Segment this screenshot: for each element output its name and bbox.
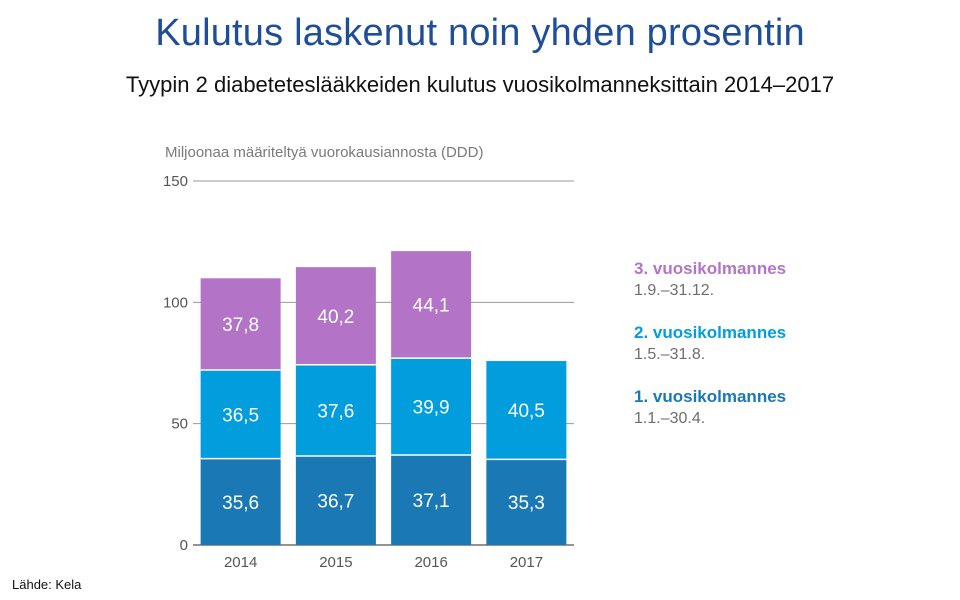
legend-item-first: 1. vuosikolmannes 1.1.–30.4. — [634, 386, 786, 430]
x-tick-label-2016: 2016 — [414, 554, 447, 571]
bar-segment-2014-3 — [200, 278, 281, 371]
data-label-2014-1: 35,6 — [222, 493, 259, 514]
legend-range-second: 1.5.–31.8. — [634, 346, 706, 363]
data-label-2015-2: 37,6 — [317, 401, 354, 422]
bar-segment-2016-2 — [391, 358, 472, 455]
bar-segment-2016-3 — [391, 251, 472, 359]
bar-segment-2017-2 — [486, 361, 567, 460]
legend-name-second: 2. vuosikolmannes — [634, 323, 787, 342]
y-tick-label-150: 150 — [163, 173, 188, 190]
y-tick-label-0: 0 — [180, 537, 188, 554]
bar-segment-2014-1 — [200, 458, 281, 545]
legend-range-first: 1.1.–30.4. — [634, 410, 706, 427]
x-tick-label-2015: 2015 — [319, 554, 352, 571]
chart-subtitle: Tyypin 2 diabeteteslääkkeiden kulutus vu… — [125, 72, 835, 97]
bar-segment-2014-2 — [200, 370, 281, 459]
data-label-2014-3: 37,8 — [222, 315, 259, 336]
legend-name-third: 3. vuosikolmannes — [634, 259, 787, 278]
data-label-2017-2: 40,5 — [508, 401, 545, 422]
data-label-2017-1: 35,3 — [508, 493, 545, 514]
bar-segment-2016-1 — [391, 454, 472, 545]
legend: 3. vuosikolmannes 1.9.–31.12. 2. vuosiko… — [634, 258, 786, 450]
x-tick-label-2014: 2014 — [224, 554, 257, 571]
chart-title: Kulutus laskenut noin yhden prosentin — [155, 12, 805, 54]
data-label-2016-3: 44,1 — [413, 296, 450, 317]
y-tick-label-100: 100 — [163, 294, 188, 311]
bar-segment-2017-1 — [486, 459, 567, 545]
data-label-2016-1: 37,1 — [413, 491, 450, 512]
legend-range-third: 1.9.–31.12. — [634, 282, 715, 299]
bar-segment-2015-2 — [295, 364, 376, 456]
legend-name-first: 1. vuosikolmannes — [634, 387, 787, 406]
legend-item-third: 3. vuosikolmannes 1.9.–31.12. — [634, 258, 786, 302]
data-label-2015-1: 36,7 — [317, 491, 354, 512]
y-tick-label-50: 50 — [171, 416, 188, 433]
y-axis-label: Miljoonaa määriteltyä vuorokausiannosta … — [165, 144, 484, 161]
bar-segment-2015-1 — [295, 455, 376, 545]
data-label-2016-2: 39,9 — [413, 398, 450, 419]
x-tick-label-2017: 2017 — [510, 554, 543, 571]
bar-segment-2015-3 — [295, 267, 376, 365]
data-label-2014-2: 36,5 — [222, 405, 259, 426]
legend-item-second: 2. vuosikolmannes 1.5.–31.8. — [634, 322, 786, 366]
data-label-2015-3: 40,2 — [317, 307, 354, 328]
source-note: Lähde: Kela — [12, 577, 82, 592]
